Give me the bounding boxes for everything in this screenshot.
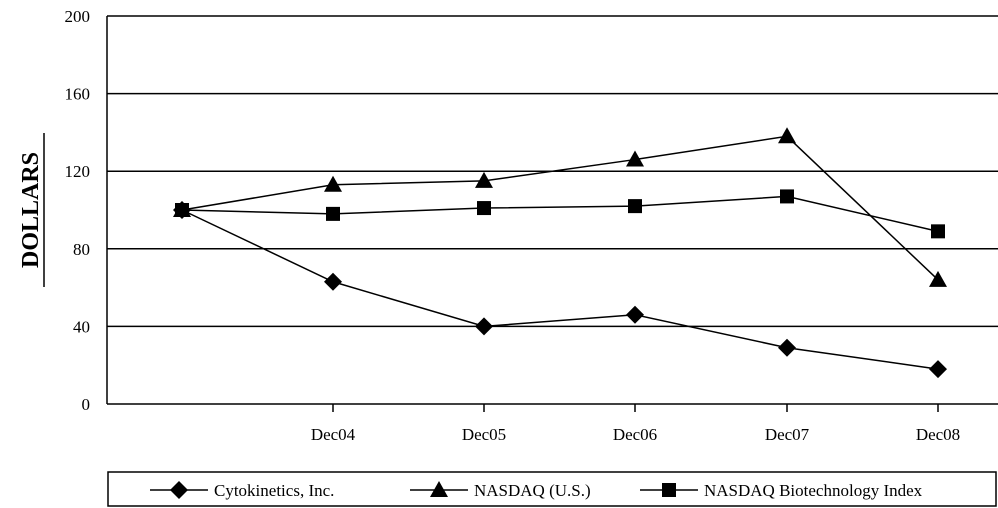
legend-item: NASDAQ Biotechnology Index xyxy=(640,481,923,500)
series-line xyxy=(181,195,939,233)
data-point xyxy=(324,272,342,291)
data-point xyxy=(778,338,796,357)
data-point xyxy=(628,199,642,214)
legend-marker xyxy=(170,481,188,499)
data-point xyxy=(626,150,644,167)
legend-label: NASDAQ (U.S.) xyxy=(474,481,591,500)
data-point xyxy=(780,189,794,204)
y-tick-label: 120 xyxy=(65,162,91,181)
x-tick-label: Dec07 xyxy=(765,425,810,444)
legend-item: Cytokinetics, Inc. xyxy=(150,481,334,500)
data-point xyxy=(475,317,493,336)
series-line xyxy=(181,135,939,281)
legend-box xyxy=(107,471,997,507)
data-point xyxy=(778,127,796,144)
y-tick-label: 200 xyxy=(65,7,91,26)
y-tick-label: 160 xyxy=(65,85,91,104)
x-tick-label: Dec08 xyxy=(916,425,960,444)
legend: Cytokinetics, Inc. NASDAQ (U.S.) NASDAQ Bi… xyxy=(107,471,997,507)
y-tick-label: 0 xyxy=(82,395,91,414)
data-point xyxy=(626,305,644,324)
data-point xyxy=(929,270,947,287)
y-tick-labels: 0 40 80 120 160 200 xyxy=(65,7,91,414)
series-square xyxy=(175,189,945,239)
axes xyxy=(106,16,998,412)
data-point xyxy=(326,206,340,221)
data-point xyxy=(175,203,189,217)
legend-item: NASDAQ (U.S.) xyxy=(410,481,591,500)
x-tick-label: Dec06 xyxy=(613,425,657,444)
series-group xyxy=(173,127,947,379)
data-point xyxy=(475,171,493,188)
legend-label: NASDAQ Biotechnology Index xyxy=(704,481,923,500)
legend-marker xyxy=(430,481,448,497)
data-point xyxy=(929,360,947,379)
x-tick-label: Dec04 xyxy=(311,425,356,444)
data-point xyxy=(477,201,491,216)
y-tick-label: 40 xyxy=(73,317,90,336)
y-tick-label: 80 xyxy=(73,240,90,259)
x-tick-labels: Dec04 Dec05 Dec06 Dec07 Dec08 xyxy=(311,425,960,444)
data-point xyxy=(931,224,945,239)
legend-marker xyxy=(662,483,676,497)
data-point xyxy=(324,175,342,192)
legend-label: Cytokinetics, Inc. xyxy=(214,481,334,500)
series-line xyxy=(181,209,939,370)
series-diamond xyxy=(173,201,947,379)
y-axis-label: DOLLARS xyxy=(18,152,44,268)
x-tick-label: Dec05 xyxy=(462,425,506,444)
